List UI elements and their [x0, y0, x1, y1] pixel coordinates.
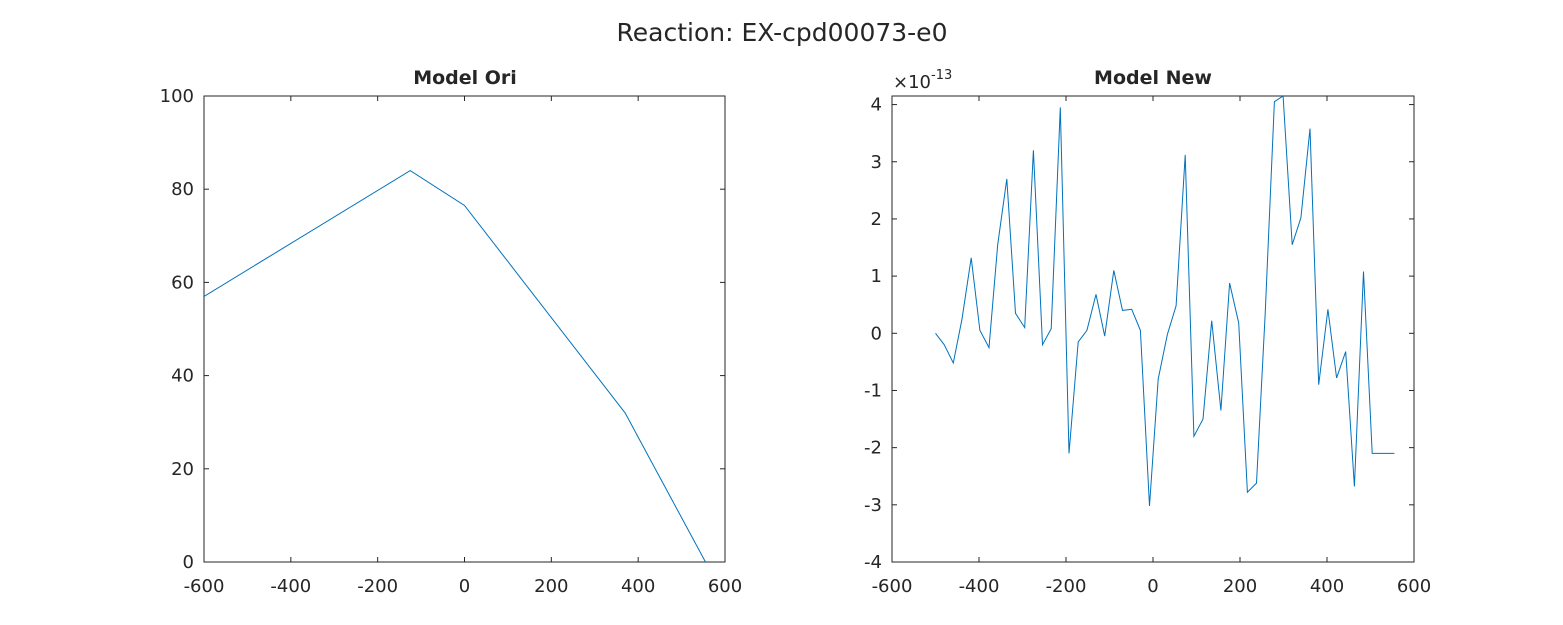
y-tick-label: 4: [871, 95, 882, 116]
y-tick-label: -1: [864, 380, 882, 401]
y-exponent-value: -13: [931, 68, 952, 83]
figure-title: Reaction: EX-cpd00073-e0: [617, 18, 948, 47]
x-tick-label: 200: [1223, 576, 1257, 597]
y-tick-label: 3: [871, 152, 882, 173]
y-tick-label: 0: [183, 552, 194, 573]
y-tick-label: 2: [871, 209, 882, 230]
y-exponent-base: ×10: [893, 72, 931, 93]
y-tick-label: -4: [864, 552, 882, 573]
y-tick-label: -2: [864, 438, 882, 459]
x-tick-label: 600: [1397, 576, 1431, 597]
axes-model-ori: Model Ori -600 -400 -200 0 200 400 600 0 20 40 60 8…: [160, 67, 743, 597]
axes-title: Model Ori: [413, 67, 517, 89]
y-tick-label: 0: [871, 323, 882, 344]
y-tick-label: 100: [160, 86, 194, 107]
y-tick-label: 80: [171, 179, 194, 200]
y-tick-label: 20: [171, 459, 194, 480]
x-tick-label: -400: [270, 576, 311, 597]
y-tick-label: 60: [171, 272, 194, 293]
x-tick-label: -200: [357, 576, 398, 597]
axes-model-new: Model New ×10-13 -600 -400 -200 0 200 400 600-…: [864, 67, 1431, 597]
x-tick-label: -600: [184, 576, 225, 597]
x-tick-label: -400: [959, 576, 1000, 597]
y-tick-label: 40: [171, 366, 194, 387]
y-tick-label: 1: [871, 266, 882, 287]
x-tick-label: 600: [708, 576, 742, 597]
x-tick-label: 0: [1147, 576, 1158, 597]
plot-area: [891, 95, 1415, 563]
axes-title: Model New: [1094, 67, 1212, 89]
x-tick-label: 0: [459, 576, 470, 597]
series-line: [204, 170, 706, 562]
y-tick-label: -3: [864, 495, 882, 516]
y-exponent-label: ×10-13: [893, 68, 952, 93]
x-tick-label: 200: [534, 576, 568, 597]
x-tick-label: 400: [1310, 576, 1344, 597]
x-tick-label: 400: [621, 576, 655, 597]
x-tick-label: -600: [872, 576, 913, 597]
x-tick-label: -200: [1046, 576, 1087, 597]
series-line: [935, 96, 1395, 507]
plot-area: [203, 95, 726, 563]
